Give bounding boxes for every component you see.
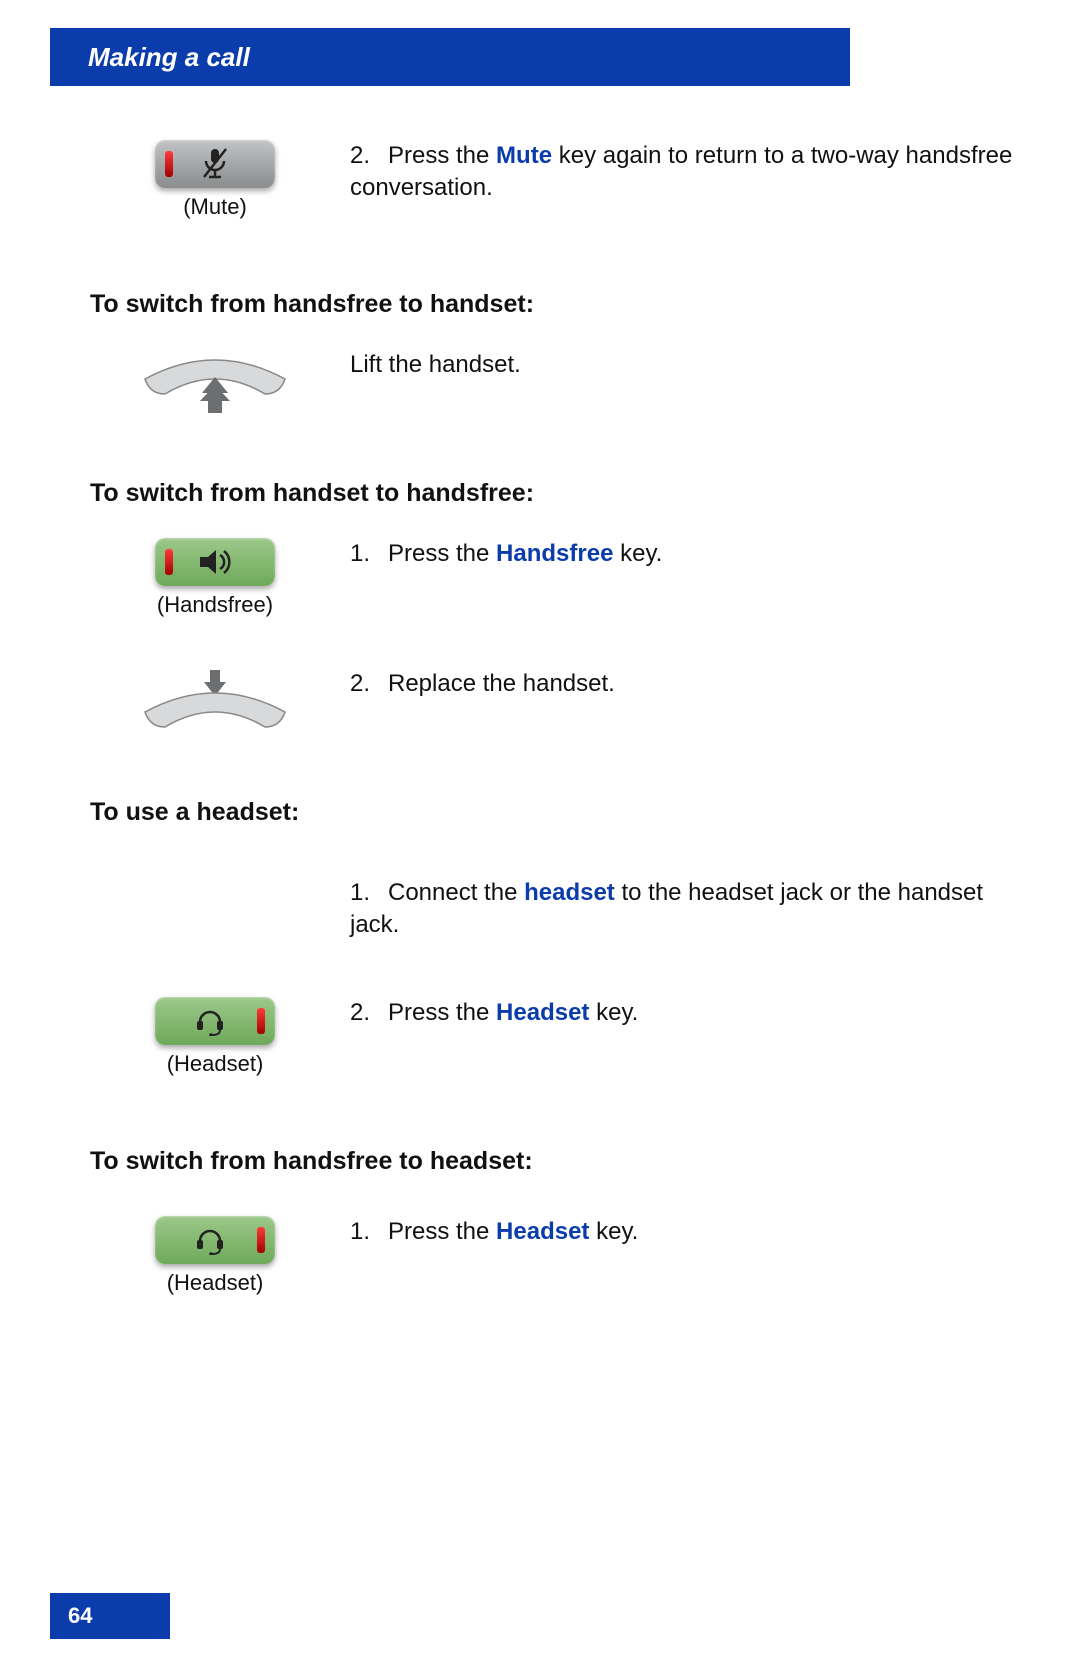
headset-icon	[194, 1225, 226, 1255]
led-indicator-icon	[165, 151, 173, 177]
led-indicator-icon	[165, 549, 173, 575]
step-number: 1.	[350, 1216, 388, 1248]
heading-hf-to-handset: To switch from handsfree to handset:	[90, 290, 1020, 319]
manual-page: Making a call (Mute) 2.Press	[0, 0, 1080, 1669]
step-number: 2.	[350, 668, 388, 700]
headset-key-illustration: (Headset)	[90, 997, 340, 1077]
headset-icon	[194, 1006, 226, 1036]
mute-key-caption: (Mute)	[183, 194, 247, 220]
handsfree-key-caption: (Handsfree)	[157, 592, 273, 618]
headset-key-icon	[155, 997, 275, 1045]
handset-replace-icon	[130, 668, 300, 738]
text-prefix: Press the	[388, 142, 496, 169]
step-connect-row: 1.Connect the headset to the headset jac…	[90, 877, 1020, 942]
step-mute-text: 2.Press the Mute key again to return to …	[340, 140, 1020, 205]
text-prefix: Press the	[388, 999, 496, 1026]
step-number: 2.	[350, 140, 388, 172]
step-connect-text: 1.Connect the headset to the headset jac…	[340, 877, 1020, 942]
mute-key-illustration: (Mute)	[90, 140, 340, 220]
heading-hs-to-hf: To switch from handset to handsfree:	[90, 479, 1020, 508]
keyword-headset-lc: headset	[524, 879, 615, 906]
headset-key-icon	[155, 1216, 275, 1264]
keyword-headset-2: Headset	[496, 1218, 589, 1245]
page-header: Making a call	[50, 28, 850, 86]
text-suffix: key.	[589, 999, 638, 1026]
keyword-handsfree: Handsfree	[496, 540, 613, 567]
step-number: 2.	[350, 997, 388, 1029]
headset-key-caption-2: (Headset)	[167, 1270, 264, 1296]
heading-hf-to-headset: To switch from handsfree to headset:	[90, 1147, 1020, 1176]
step-headset-key2-text: 1.Press the Headset key.	[340, 1216, 1020, 1248]
step-number: 1.	[350, 538, 388, 570]
keyword-mute: Mute	[496, 142, 552, 169]
keyword-headset: Headset	[496, 999, 589, 1026]
step-headset-key2-row: (Headset) 1.Press the Headset key.	[90, 1216, 1020, 1296]
step-lift-text: Lift the handset.	[340, 349, 1020, 381]
speaker-icon	[198, 547, 232, 577]
page-footer: 64	[50, 1593, 170, 1639]
text-suffix: key.	[613, 540, 662, 567]
page-content: (Mute) 2.Press the Mute key again to ret…	[90, 120, 1020, 1569]
instruction-text: Replace the handset.	[388, 670, 615, 697]
text-prefix: Press the	[388, 1218, 496, 1245]
step-headset-key-row: (Headset) 2.Press the Headset key.	[90, 997, 1020, 1077]
text-suffix: key.	[589, 1218, 638, 1245]
mute-key-icon	[155, 140, 275, 188]
instruction-text: Lift the handset.	[350, 351, 521, 378]
heading-use-headset: To use a headset:	[90, 798, 1020, 827]
step-replace-text: 2.Replace the handset.	[340, 668, 1020, 700]
replace-handset-illustration	[90, 668, 340, 738]
page-number: 64	[68, 1603, 92, 1629]
text-prefix: Press the	[388, 540, 496, 567]
text-prefix: Connect the	[388, 879, 524, 906]
step-mute-row: (Mute) 2.Press the Mute key again to ret…	[90, 140, 1020, 220]
led-indicator-icon	[257, 1008, 265, 1034]
led-indicator-icon	[257, 1227, 265, 1253]
step-lift-row: Lift the handset.	[90, 349, 1020, 419]
page-header-title: Making a call	[88, 42, 250, 73]
microphone-muted-icon	[200, 147, 230, 181]
step-replace-row: 2.Replace the handset.	[90, 668, 1020, 738]
handsfree-key-illustration: (Handsfree)	[90, 538, 340, 618]
step-headset-key-text: 2.Press the Headset key.	[340, 997, 1020, 1029]
handset-lift-icon	[130, 349, 300, 419]
step-number: 1.	[350, 877, 388, 909]
headset-key-illustration-2: (Headset)	[90, 1216, 340, 1296]
headset-key-caption: (Headset)	[167, 1051, 264, 1077]
step-hf-key-row: (Handsfree) 1.Press the Handsfree key.	[90, 538, 1020, 618]
handsfree-key-icon	[155, 538, 275, 586]
lift-handset-illustration	[90, 349, 340, 419]
step-hf-key-text: 1.Press the Handsfree key.	[340, 538, 1020, 570]
